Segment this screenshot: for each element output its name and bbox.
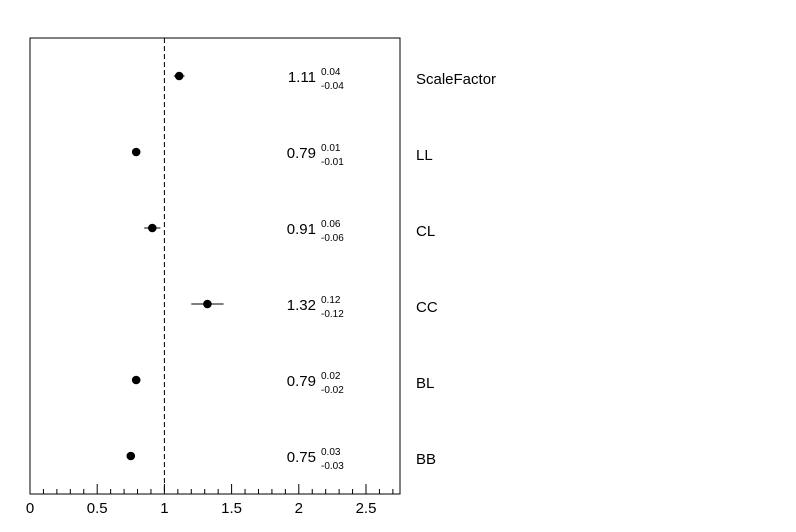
value-label: 0.75: [287, 449, 316, 466]
error-up-label: 0.12: [321, 295, 341, 306]
error-down-label: -0.02: [321, 385, 344, 396]
error-up-label: 0.01: [321, 143, 341, 154]
x-axis-ticks: [29, 484, 394, 494]
x-tick-label: 0.5: [87, 500, 108, 517]
error-down-label: -0.04: [321, 81, 344, 92]
category-label: CL: [416, 223, 435, 240]
category-label: CC: [416, 299, 438, 316]
x-tick-label: 1.5: [221, 500, 242, 517]
data-point: [203, 299, 212, 309]
error-up-label: 0.06: [321, 219, 341, 230]
error-up-label: 0.04: [321, 67, 341, 78]
error-down-label: -0.12: [321, 309, 344, 320]
data-point: [148, 223, 157, 233]
category-label: ScaleFactor: [416, 71, 496, 88]
category-label: LL: [416, 147, 433, 164]
x-tick-label: 0: [26, 500, 34, 517]
value-label: 0.79: [287, 145, 316, 162]
data-point: [131, 375, 141, 385]
data-point: [174, 71, 184, 81]
x-tick-label: 2.5: [356, 500, 377, 517]
value-label: 1.32: [287, 297, 316, 314]
error-down-label: -0.01: [321, 157, 344, 168]
error-up-label: 0.03: [321, 447, 341, 458]
data-point: [131, 147, 141, 157]
category-label: BL: [416, 375, 434, 392]
error-down-label: -0.06: [321, 233, 344, 244]
value-label: 1.11: [288, 69, 316, 86]
error-up-label: 0.02: [321, 371, 341, 382]
value-label: 0.79: [287, 373, 316, 390]
error-down-label: -0.03: [321, 461, 344, 472]
value-label: 0.91: [287, 221, 316, 238]
plot-frame: [29, 37, 401, 495]
x-tick-label: 1: [160, 500, 168, 517]
x-tick-label: 2: [295, 500, 303, 517]
x-axis-tick-labels: 0 0.5 1 1.5 2 2.5: [26, 500, 377, 517]
category-label: BB: [416, 451, 436, 468]
data-point: [126, 451, 136, 461]
data-marks: 1.11 0.04 -0.04 ScaleFactor 0.79 0.01 -0.01 LL 0…: [126, 67, 496, 472]
